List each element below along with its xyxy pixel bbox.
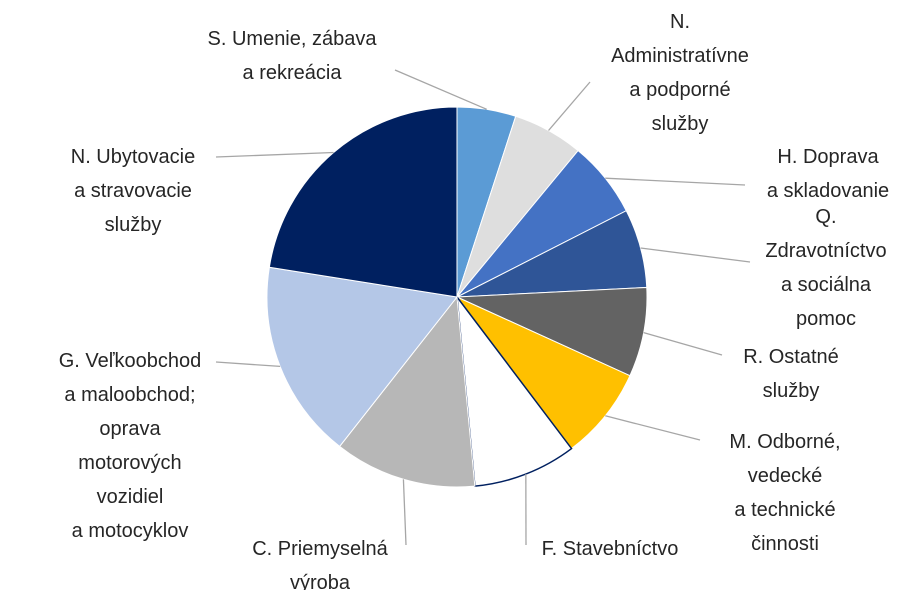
slice-label: N. Administratívne a podporné služby	[611, 11, 749, 135]
leader-line	[605, 177, 746, 186]
slice-label: C. Priemyselná výroba	[252, 538, 388, 590]
slice-label: S. Umenie, zábava a rekreácia	[207, 28, 377, 84]
pie-slice	[456, 296, 631, 450]
slice-label: Q. Zdravotníctvo a sociálna pomoc	[765, 206, 887, 330]
leader-line	[402, 479, 407, 546]
leader-line	[394, 69, 487, 110]
slice-label: H. Doprava a skladovanie	[766, 146, 890, 202]
pie-slice	[268, 106, 458, 298]
leader-line	[643, 331, 723, 356]
slice-label: R. Ostatné služby	[743, 346, 839, 402]
slice-label: N. Ubytovacie a stravovacie služby	[70, 146, 196, 236]
slice-label: G. Veľkoobchod a maloobchod; oprava moto…	[58, 350, 202, 542]
leader-line	[640, 247, 751, 263]
leader-line	[215, 361, 281, 368]
leader-line	[548, 81, 591, 131]
pie-slice	[338, 295, 476, 488]
slice-label: F. Stavebníctvo	[541, 538, 679, 560]
leader-line	[605, 415, 701, 441]
slice-label: M. Odborné, vedecké a technické činnosti	[729, 431, 841, 555]
leader-line	[215, 151, 334, 158]
